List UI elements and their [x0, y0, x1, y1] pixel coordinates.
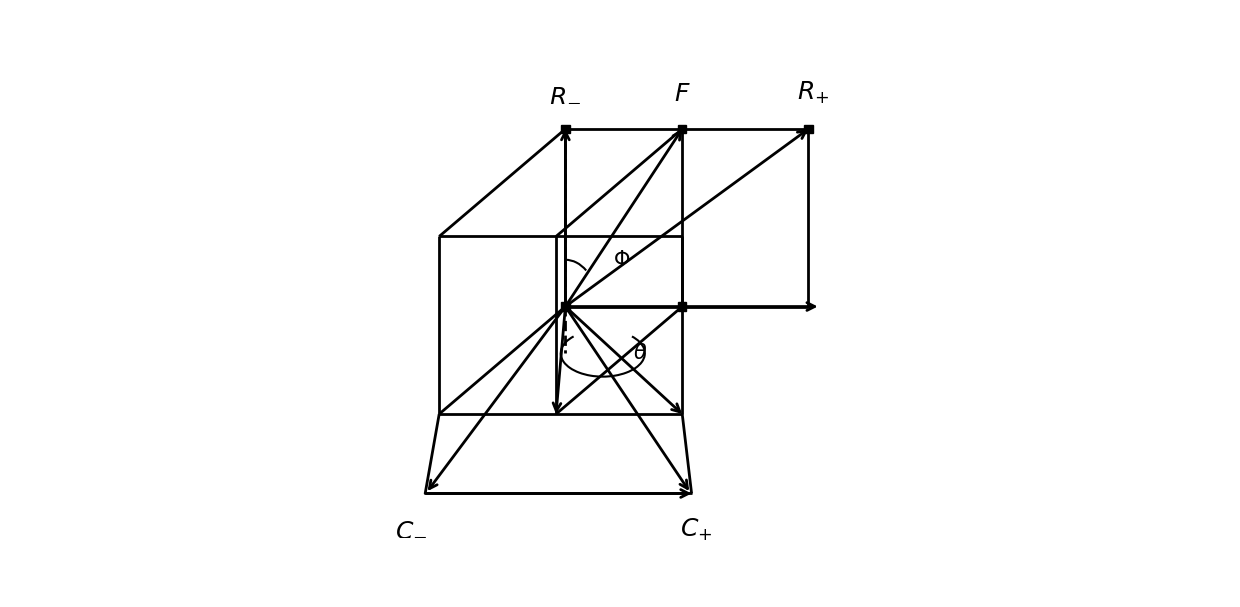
Text: $\Phi$: $\Phi$ — [613, 250, 630, 270]
Bar — [678, 302, 687, 311]
Text: $R_{+}$: $R_{+}$ — [797, 80, 830, 106]
Text: $R_{-}$: $R_{-}$ — [549, 83, 582, 106]
Text: $F$: $F$ — [673, 83, 691, 106]
Bar — [562, 302, 569, 311]
Text: $C_{+}$: $C_{+}$ — [680, 517, 713, 543]
Bar — [678, 124, 687, 133]
Bar — [562, 124, 569, 133]
Text: $C_{-}$: $C_{-}$ — [396, 517, 428, 540]
Text: $\theta$: $\theta$ — [632, 344, 647, 363]
Bar — [805, 124, 812, 133]
